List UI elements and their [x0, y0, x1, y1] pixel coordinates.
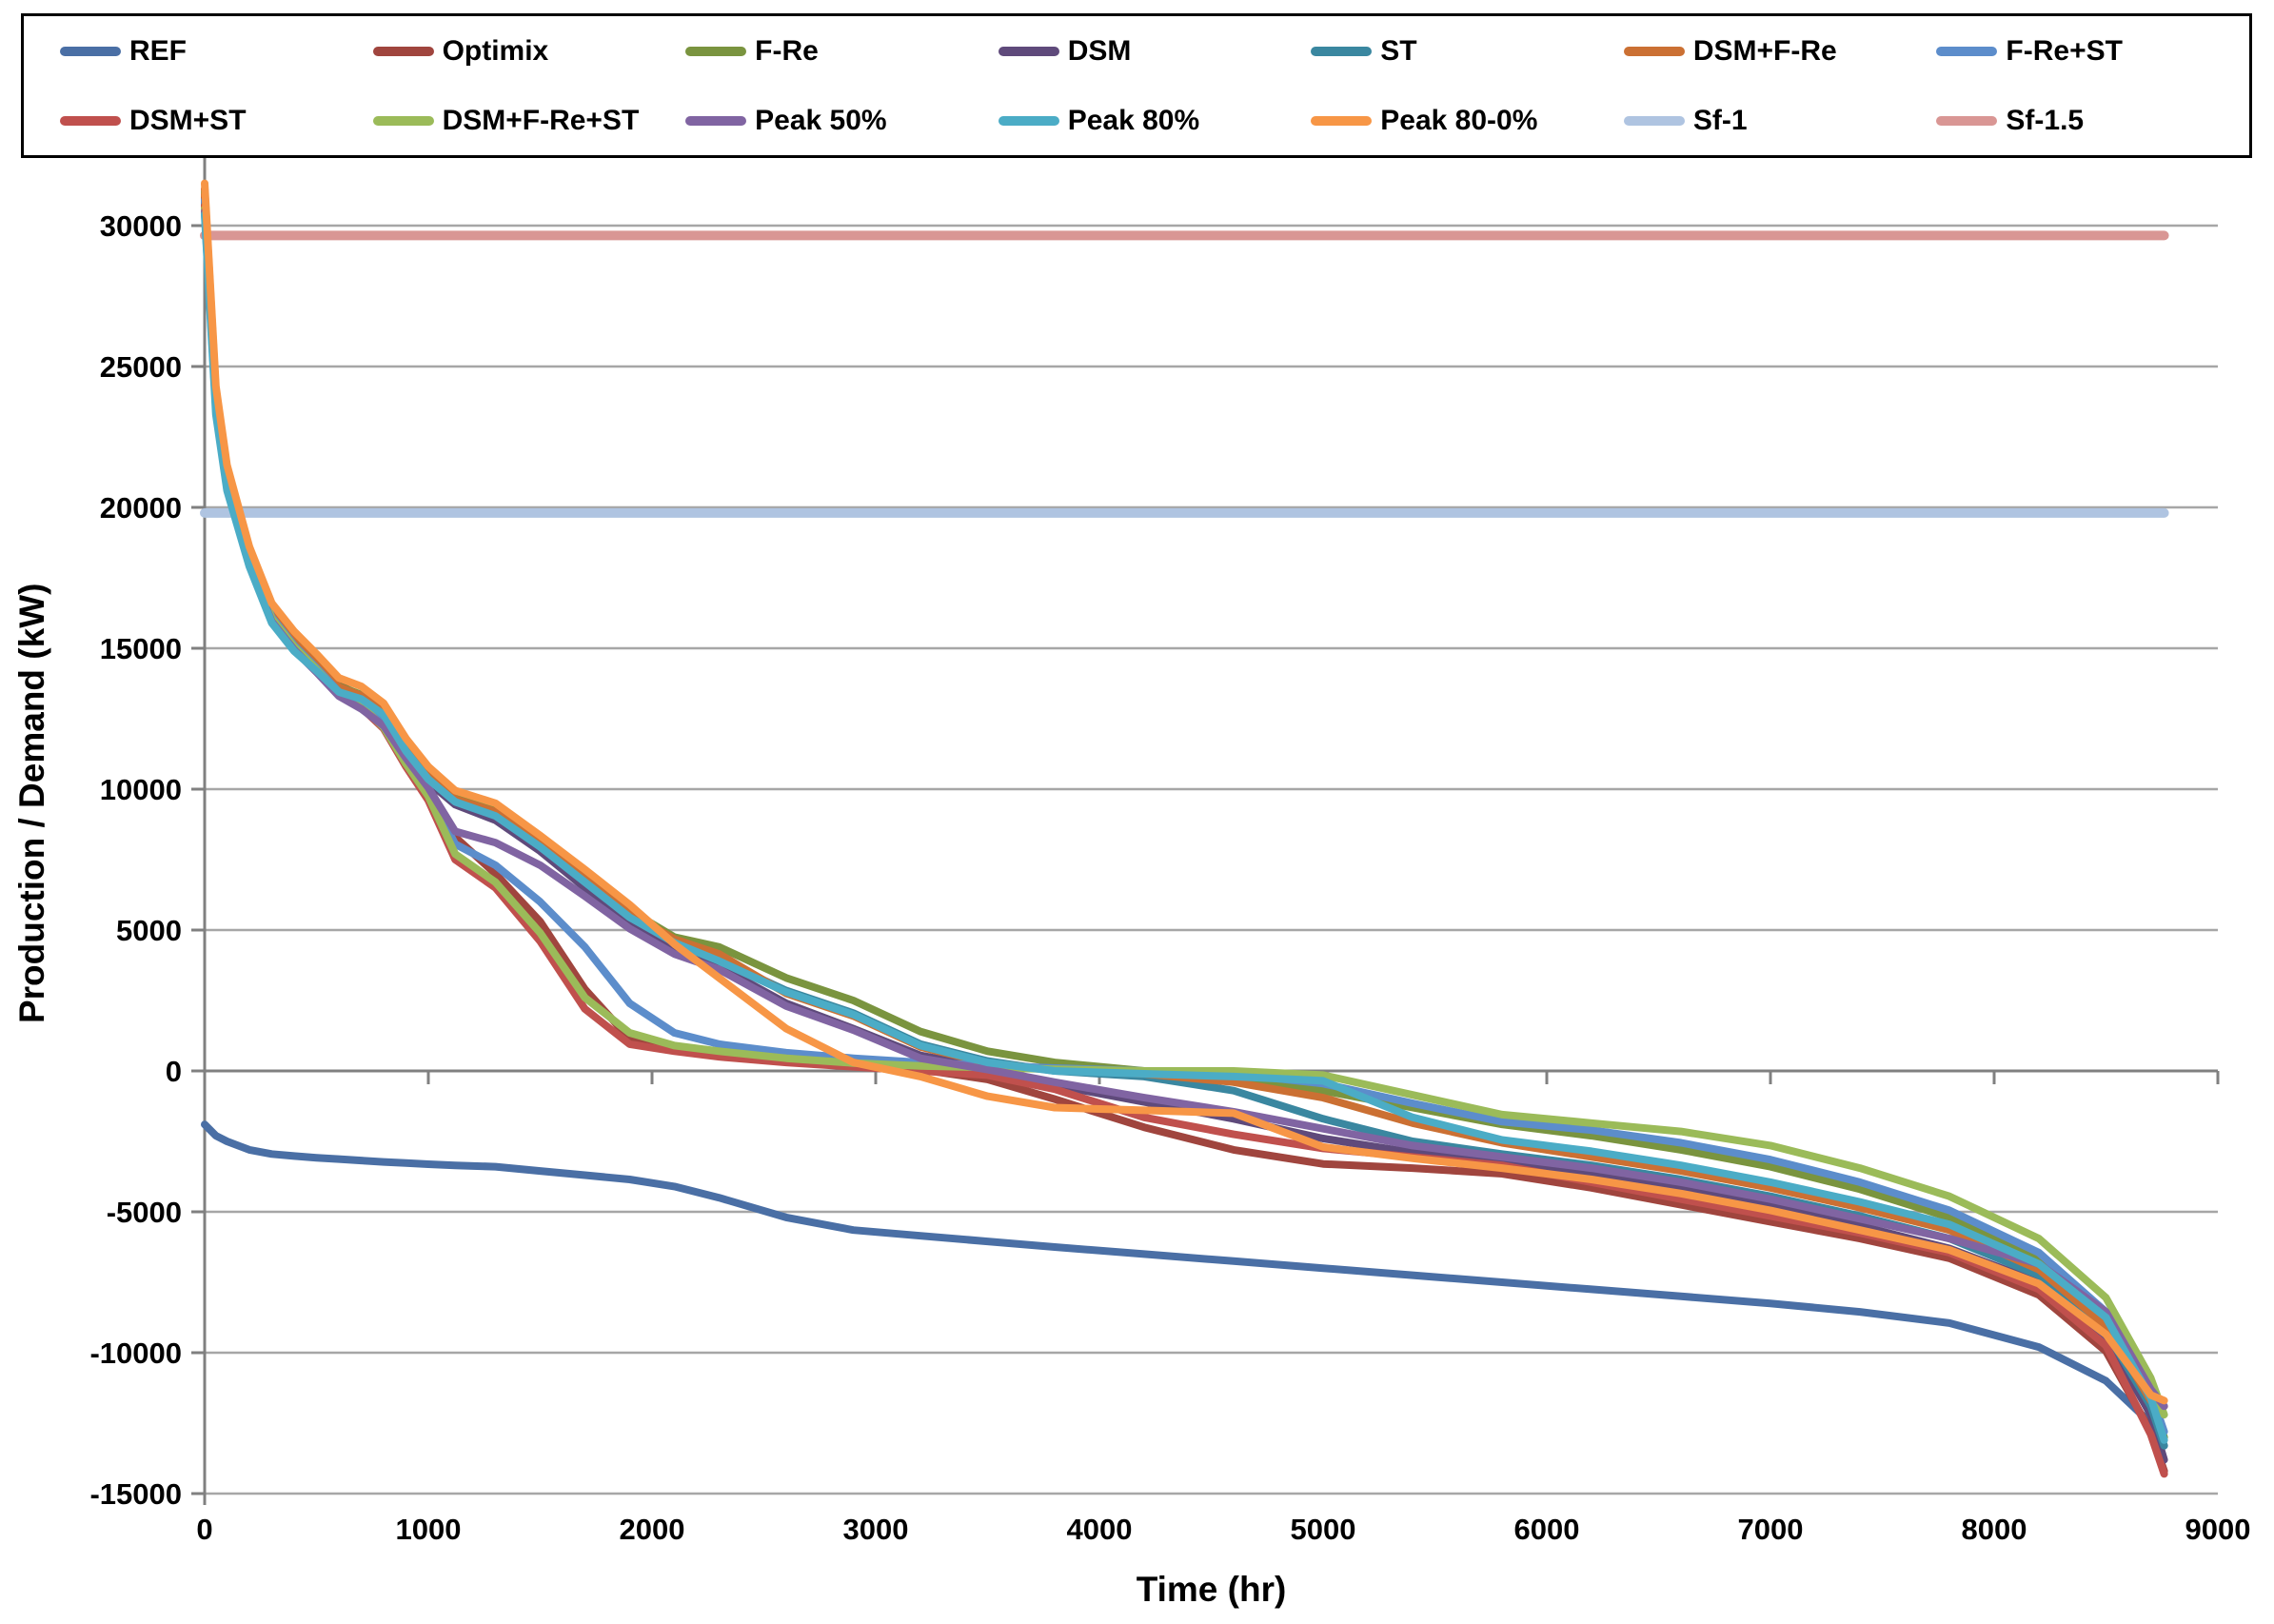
series-line-optimix: [201, 185, 2168, 1475]
legend-swatch-peak-50: [685, 115, 747, 126]
x-tick-label: 2000: [620, 1513, 685, 1546]
legend-label: Peak 50%: [755, 104, 887, 136]
legend-label: Sf-1.5: [2006, 104, 2085, 136]
series-line-peak-80-0: [201, 179, 2168, 1405]
legend-label: REF: [129, 34, 187, 67]
legend-swatch-dsm-f-re: [1623, 46, 1685, 56]
x-tick-label: 6000: [1514, 1513, 1580, 1546]
legend-item-dsm-st: DSM+ST: [60, 105, 373, 137]
x-axis-title: Time (hr): [1137, 1570, 1287, 1609]
legend-swatch-peak-80: [998, 115, 1059, 126]
y-tick-label: -10000: [89, 1337, 182, 1370]
legend-swatch-sf-1: [1623, 115, 1685, 126]
y-tick-label: 20000: [100, 491, 182, 525]
legend-swatch-st: [1311, 46, 1373, 56]
legend-item-optimix: Optimix: [372, 34, 686, 68]
y-tick-label: 15000: [100, 632, 182, 665]
legend-label: F-Re+ST: [2006, 34, 2123, 67]
legend-label: Optimix: [442, 34, 549, 67]
legend-label: DSM+F-Re+ST: [442, 104, 640, 136]
x-tick-label: 0: [196, 1513, 212, 1546]
legend-label: DSM: [1067, 34, 1132, 67]
y-tick-label: 5000: [116, 914, 182, 947]
x-tick-label: 5000: [1291, 1513, 1356, 1546]
legend-item-dsm-f-re-st: DSM+F-Re+ST: [372, 104, 686, 137]
legend-swatch-optimix: [372, 46, 434, 56]
y-tick-label: 10000: [100, 773, 182, 806]
x-tick-label: 1000: [396, 1513, 462, 1546]
legend-label: Peak 80-0%: [1380, 104, 1538, 136]
legend-item-dsm-f-re: DSM+F-Re: [1623, 34, 1937, 68]
legend-item-f-re: F-Re: [685, 35, 999, 68]
legend-swatch-dsm-st: [60, 115, 121, 126]
legend-swatch-dsm-f-re-st: [372, 115, 434, 126]
y-tick-label: -5000: [107, 1196, 182, 1229]
x-tick-label: 8000: [1962, 1513, 2027, 1546]
y-tick-label: 25000: [100, 350, 182, 384]
x-tick-label: 3000: [843, 1513, 909, 1546]
legend-item-st: ST: [1311, 35, 1624, 68]
legend-swatch-peak-80-0: [1311, 115, 1373, 126]
x-tick-label: 4000: [1067, 1513, 1133, 1546]
legend-swatch-dsm: [998, 46, 1059, 56]
legend-label: DSM+ST: [129, 104, 247, 136]
legend-swatch-sf-1-5: [1936, 115, 1998, 126]
legend-swatch-f-re-st: [1936, 46, 1998, 56]
series-line-peak-80: [201, 210, 2168, 1444]
chart-legend: REF Optimix F-Re DSM ST DSM+F-Re F-Re+ST DSM+ST…: [21, 13, 2252, 158]
series-line-ref: [201, 1120, 2168, 1450]
legend-label: Sf-1: [1692, 104, 1748, 136]
x-tick-label: 7000: [1738, 1513, 1804, 1546]
y-tick-label: 0: [166, 1055, 182, 1088]
legend-item-peak-50: Peak 50%: [685, 105, 999, 137]
series-line-dsm-st: [201, 202, 2168, 1478]
x-tick-label: 9000: [2185, 1513, 2251, 1546]
legend-item-ref: REF: [60, 35, 373, 68]
legend-item-dsm: DSM: [998, 34, 1312, 68]
legend-item-sf-1: Sf-1: [1623, 104, 1937, 137]
legend-swatch-f-re: [685, 46, 747, 56]
legend-item-f-re-st: F-Re+ST: [1936, 35, 2249, 68]
series-line-dsm: [201, 193, 2168, 1464]
y-axis-title: Production / Demand (kW): [12, 584, 51, 1024]
legend-label: DSM+F-Re: [1692, 34, 1837, 67]
y-tick-label: 30000: [100, 209, 182, 243]
legend-item-sf-1-5: Sf-1.5: [1936, 105, 2249, 137]
legend-item-peak-80: Peak 80%: [998, 104, 1312, 137]
legend-label: Peak 80%: [1067, 104, 1200, 136]
legend-item-peak-80-0: Peak 80-0%: [1311, 105, 1624, 137]
y-tick-label: -15000: [89, 1477, 182, 1511]
legend-label: F-Re: [755, 34, 819, 67]
legend-label: ST: [1380, 34, 1417, 67]
legend-swatch-ref: [60, 46, 121, 56]
